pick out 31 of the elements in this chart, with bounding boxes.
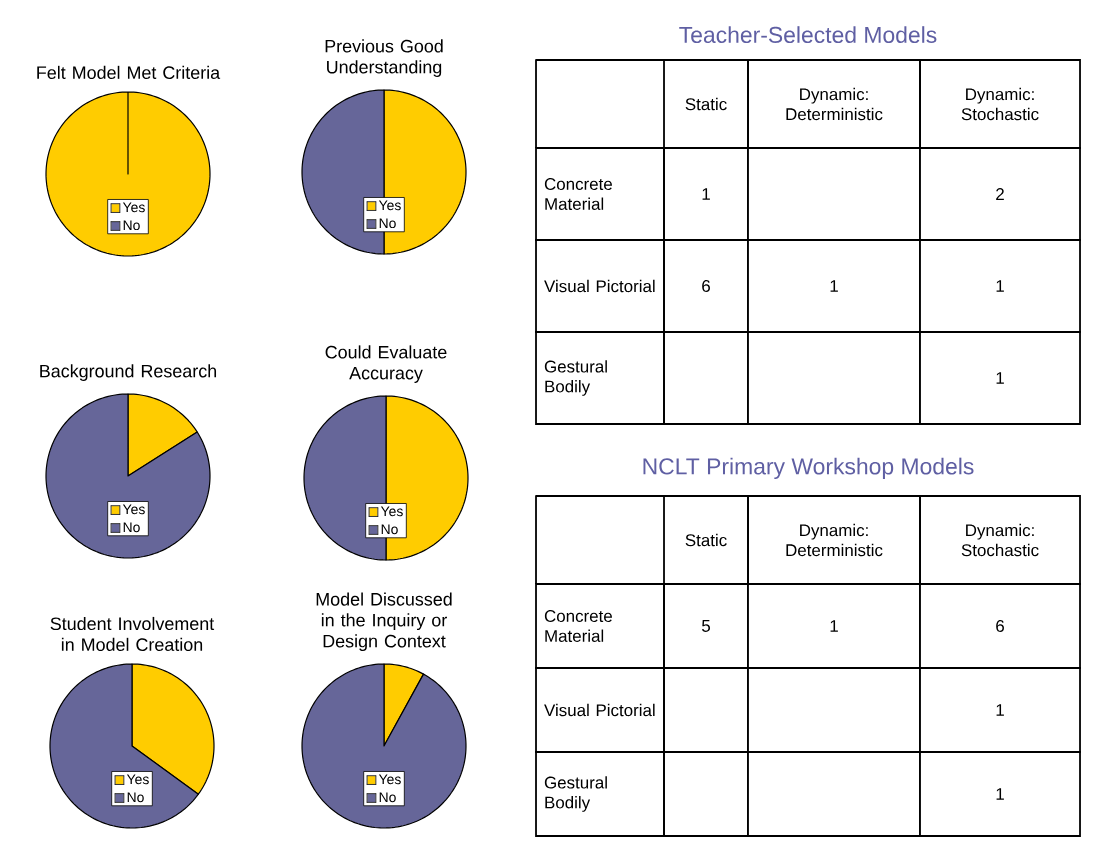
y-tick-label: Visual Pictorial [544,279,655,293]
chart-title: Student Involvement in Model Creation [50,616,215,652]
chart-title: Felt Model Met Criteria [37,65,221,80]
y-tick-label: Concrete Material [544,610,612,642]
y-tick-label: Concrete Material [544,178,612,210]
data-label: 1 [830,620,838,632]
y-tick-label: Gestural Bodily [544,360,607,396]
y-tick-label: Gestural Bodily [544,776,607,812]
x-tick-label: Dynamic: Deterministic [786,523,883,557]
x-tick-label: Dynamic: Stochastic [961,523,1039,557]
chart-title: Background Research [40,364,217,381]
data-label: 1 [702,188,710,200]
chart-title: Model Discussed in the Inquiry or Design Context [316,592,452,651]
data-label: 5 [701,620,711,632]
x-tick-label: Static [685,533,727,547]
data-label: 1 [996,280,1004,292]
data-label: 1 [996,788,1004,800]
data-label: 1 [996,372,1004,384]
y-tick-label: Visual Pictorial [544,703,655,717]
x-tick-label: Dynamic: Deterministic [786,87,883,121]
data-label: 1 [830,280,838,292]
chart-title: Teacher-Selected Models [679,26,937,43]
chart-title: NCLT Primary Workshop Models [643,457,974,479]
data-label: 2 [996,188,1004,200]
chart-title: Previous Good Understanding [325,39,443,77]
x-tick-label: Dynamic: Stochastic [961,87,1039,121]
chart-title: Could Evaluate Accuracy [325,345,447,383]
x-tick-label: Static [685,97,727,111]
data-label: 6 [996,620,1004,632]
data-label: 6 [702,280,710,292]
data-label: 1 [996,704,1004,716]
